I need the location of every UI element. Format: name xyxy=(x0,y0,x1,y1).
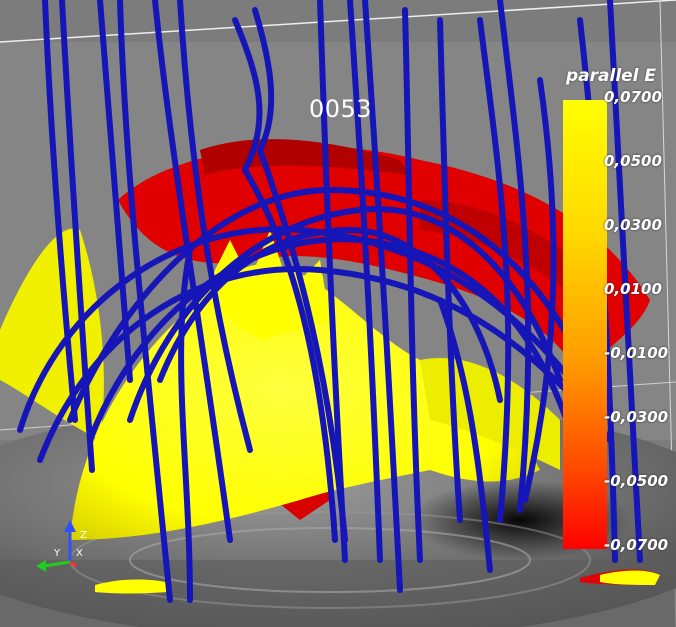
orientation-axes: Z Y X xyxy=(36,520,87,572)
colorbar-tick: 0,0500 xyxy=(604,152,662,170)
field-line xyxy=(522,77,557,503)
yellow-isosurface-bottom-right xyxy=(600,570,660,585)
field-line xyxy=(87,236,573,443)
field-line xyxy=(42,0,78,423)
colorbar-tick: 0,0300 xyxy=(604,216,662,234)
frame-number: 0053 xyxy=(309,95,373,123)
colorbar-gradient xyxy=(563,100,607,549)
field-line xyxy=(59,0,95,473)
axis-x-label: X xyxy=(76,548,83,559)
axis-z-label: Z xyxy=(80,530,87,541)
colorbar-tick: 0,0700 xyxy=(604,88,662,106)
box-edge-top xyxy=(0,0,676,43)
axis-y-label: Y xyxy=(53,548,61,559)
axis-z-arrow-icon xyxy=(64,520,76,532)
axis-y-icon xyxy=(43,560,71,568)
axis-x-icon xyxy=(69,560,77,568)
colorbar-tick: 0,0100 xyxy=(604,280,662,298)
colorbar-tick: -0,0700 xyxy=(604,536,669,554)
axis-y-arrow-icon xyxy=(36,560,46,572)
field-line xyxy=(178,247,193,603)
colorbar-tick: -0,0100 xyxy=(604,344,669,362)
field-line xyxy=(117,0,173,603)
floor-lower xyxy=(0,560,676,627)
field-line xyxy=(157,226,503,403)
field-line xyxy=(607,0,643,563)
magnetic-field-lines xyxy=(17,0,643,603)
field-line xyxy=(67,186,573,423)
floor-ripple xyxy=(129,527,531,593)
colorbar-tick: -0,0300 xyxy=(604,408,669,426)
colorbar-tick: -0,0500 xyxy=(604,472,669,490)
field-line xyxy=(497,0,532,513)
field-line xyxy=(232,17,338,543)
yellow-isosurface-spikes xyxy=(200,230,330,340)
field-line xyxy=(437,297,493,573)
field-line xyxy=(477,17,512,523)
colorbar-title: parallel E xyxy=(566,66,657,86)
field-line xyxy=(402,7,423,563)
field-line xyxy=(177,0,253,453)
yellow-isosurface-bottom-left xyxy=(95,579,170,594)
